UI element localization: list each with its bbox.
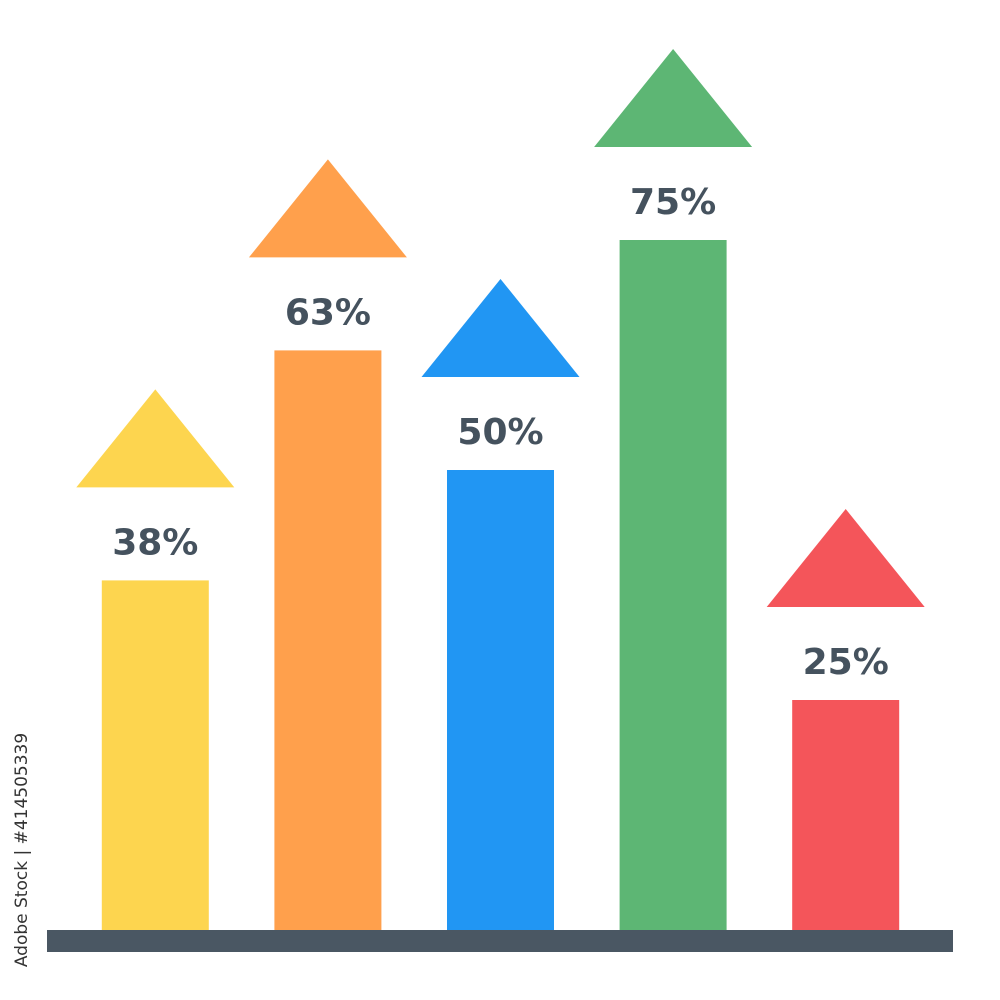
bar: [447, 470, 554, 930]
arrow-head: [594, 49, 753, 147]
arrow-head: [248, 159, 407, 258]
watermark: Adobe Stock | #414505339: [12, 733, 32, 967]
baseline: [47, 930, 953, 952]
value-label: 25%: [803, 642, 889, 683]
bar: [619, 240, 727, 930]
arrow-head: [76, 389, 235, 488]
bar: [274, 350, 382, 930]
value-label: 38%: [112, 522, 198, 563]
value-label: 50%: [457, 412, 543, 453]
value-label: 63%: [285, 292, 371, 333]
bar: [101, 580, 209, 930]
arrow-head: [421, 279, 580, 377]
value-label: 75%: [630, 182, 716, 223]
bar: [792, 700, 900, 930]
arrow-head: [766, 509, 925, 607]
